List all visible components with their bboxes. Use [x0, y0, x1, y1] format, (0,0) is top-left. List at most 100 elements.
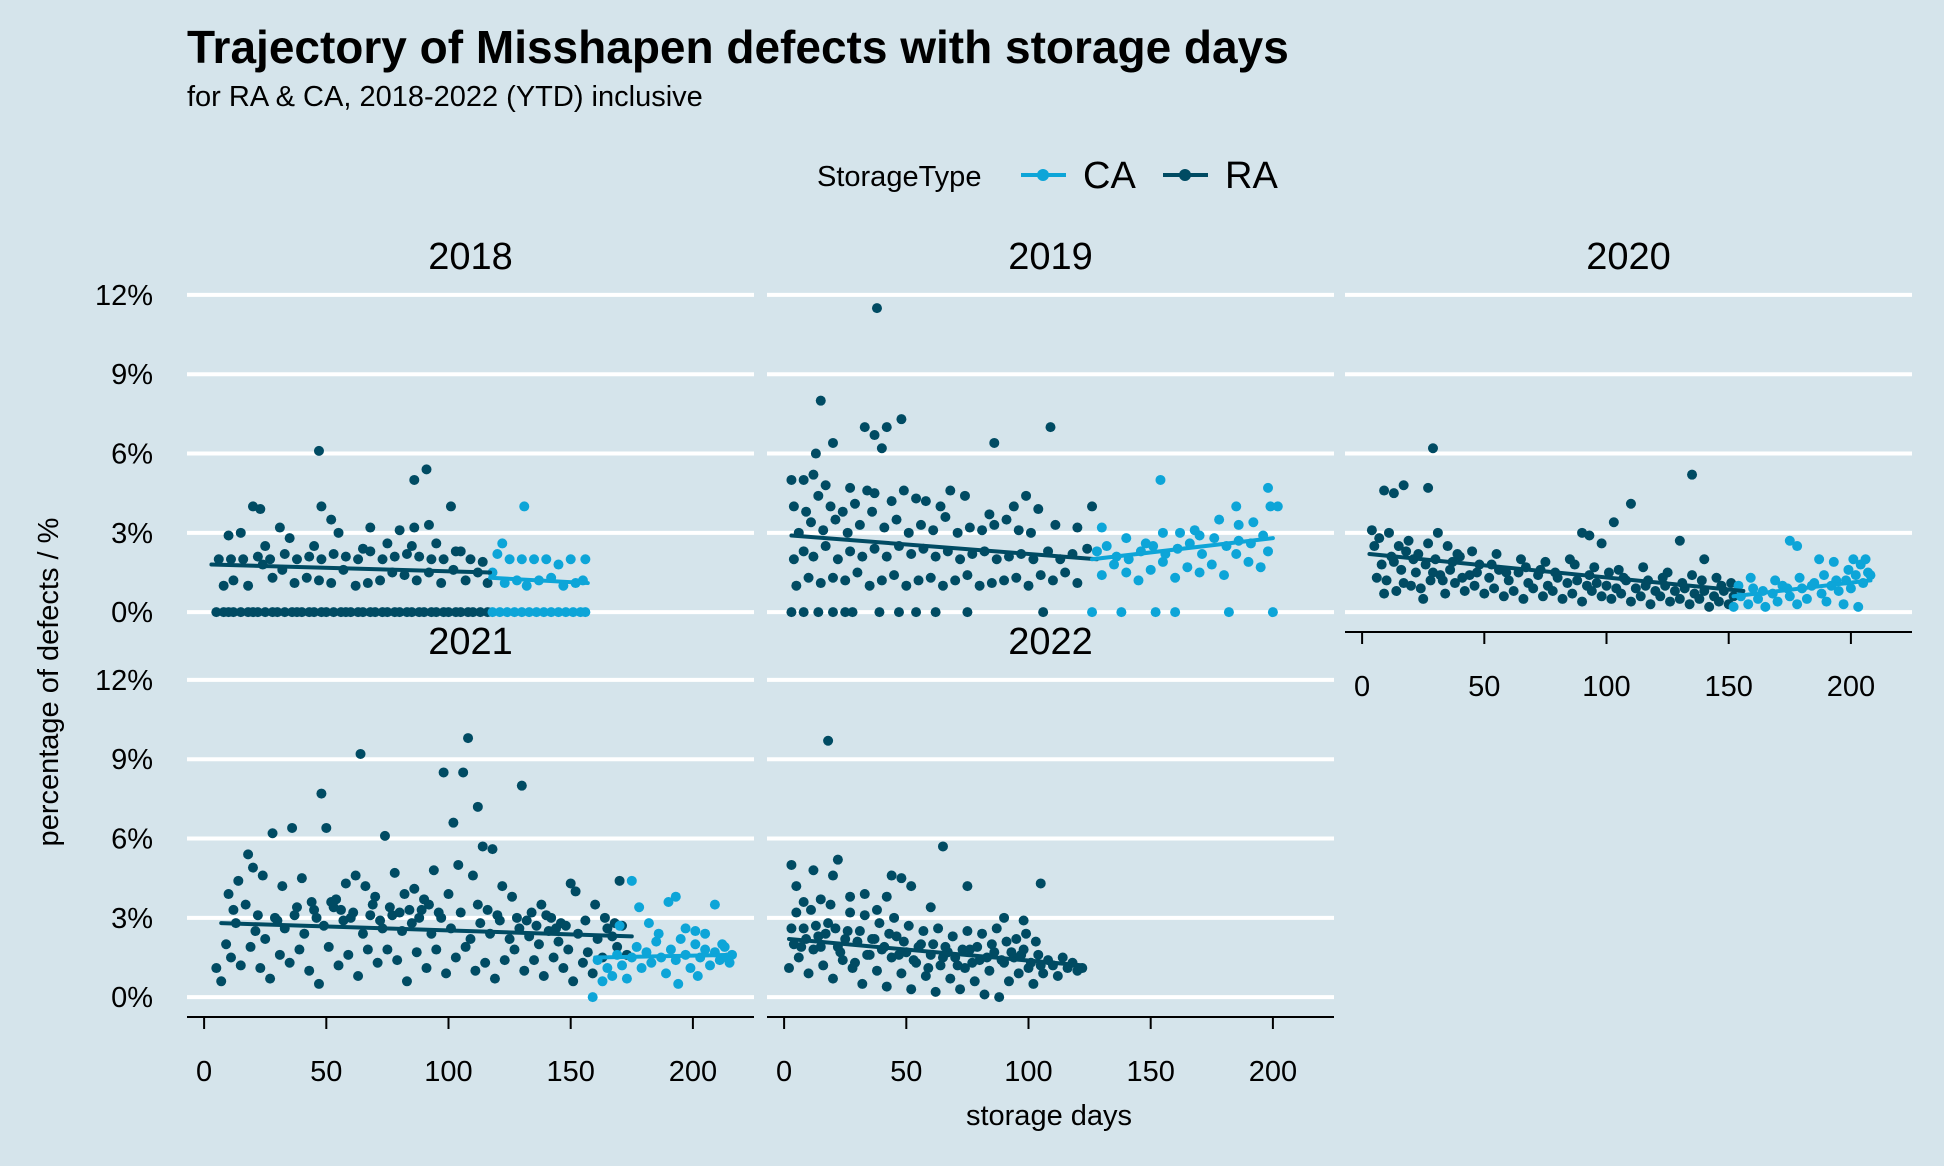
data-point — [837, 955, 848, 966]
data-point — [1388, 556, 1399, 567]
data-point — [443, 889, 454, 900]
data-point — [815, 578, 826, 589]
data-point — [1557, 593, 1568, 604]
y-tick-label: 3% — [111, 903, 153, 935]
data-point — [235, 527, 246, 538]
data-point — [1452, 548, 1463, 559]
data-point — [309, 904, 320, 915]
data-point — [455, 907, 466, 918]
data-point — [509, 944, 520, 955]
data-point — [255, 963, 266, 974]
data-point — [394, 525, 405, 536]
data-point — [614, 875, 625, 886]
data-point — [859, 889, 870, 900]
data-point — [260, 607, 271, 618]
data-point — [913, 575, 924, 586]
data-point — [857, 551, 868, 562]
series-ca-2019 — [1087, 474, 1283, 618]
data-point — [1038, 968, 1049, 979]
data-point — [646, 957, 657, 968]
data-point — [577, 957, 588, 968]
data-point — [1704, 601, 1715, 612]
data-point — [823, 918, 834, 929]
data-point — [267, 828, 278, 839]
data-point — [1515, 554, 1526, 565]
data-point — [881, 981, 892, 992]
data-point — [614, 920, 625, 931]
data-point — [560, 920, 571, 931]
data-point — [1374, 533, 1385, 544]
data-point — [908, 955, 919, 966]
data-point — [1816, 588, 1827, 599]
y-tick-label: 6% — [111, 439, 153, 471]
data-point — [1001, 514, 1012, 525]
x-tick-label: 100 — [424, 1056, 472, 1088]
data-point — [1006, 947, 1017, 958]
data-point — [969, 976, 980, 987]
data-point — [871, 904, 882, 915]
series-ra-2018 — [211, 445, 493, 618]
data-point — [1674, 535, 1685, 546]
trend-line-ca-2021 — [593, 952, 735, 960]
data-point — [1665, 596, 1676, 607]
data-point — [1381, 575, 1392, 586]
data-point — [1157, 556, 1168, 567]
x-tick-label: 0 — [776, 1056, 792, 1088]
x-tick-label: 100 — [1582, 671, 1630, 703]
data-point — [1206, 559, 1217, 570]
data-point — [1601, 580, 1612, 591]
data-point — [903, 527, 914, 538]
data-point — [394, 907, 405, 918]
data-point — [316, 554, 327, 565]
data-point — [333, 527, 344, 538]
data-point — [1396, 564, 1407, 575]
data-point — [906, 548, 917, 559]
data-point — [548, 952, 559, 963]
data-point — [1784, 535, 1795, 546]
series-ca-2020 — [1728, 535, 1876, 612]
data-point — [854, 519, 865, 530]
data-point — [840, 607, 851, 618]
data-point — [399, 889, 410, 900]
data-point — [798, 474, 809, 485]
data-point — [1853, 601, 1864, 612]
data-point — [519, 501, 530, 512]
data-point — [289, 910, 300, 921]
data-point — [445, 501, 456, 512]
data-point — [311, 912, 322, 923]
data-point — [421, 963, 432, 974]
data-point — [1087, 607, 1098, 618]
data-point — [955, 554, 966, 565]
data-point — [915, 519, 926, 530]
data-point — [1432, 527, 1443, 538]
data-point — [661, 968, 672, 979]
data-point — [587, 992, 598, 1003]
data-point — [228, 904, 239, 915]
data-point — [1427, 443, 1438, 454]
data-point — [874, 918, 885, 929]
data-point — [837, 506, 848, 517]
data-point — [284, 533, 295, 544]
data-point — [313, 575, 324, 586]
data-point — [602, 963, 613, 974]
trend-line-ra-2022 — [786, 936, 1085, 968]
data-point — [881, 422, 892, 433]
data-point — [1233, 519, 1244, 530]
data-point — [1091, 546, 1102, 557]
data-point — [313, 445, 324, 456]
data-point — [475, 607, 486, 618]
data-point — [1821, 596, 1832, 607]
data-point — [1819, 570, 1830, 581]
data-point — [994, 992, 1005, 1003]
data-point — [382, 538, 393, 549]
data-point — [243, 849, 254, 860]
data-point — [1140, 538, 1151, 549]
data-point — [937, 580, 948, 591]
data-point — [279, 548, 290, 559]
data-point — [889, 570, 900, 581]
data-point — [499, 955, 510, 966]
series-ra-2019 — [786, 303, 1098, 618]
data-point — [1197, 548, 1208, 559]
y-tick-label: 12% — [95, 665, 153, 697]
data-point — [1133, 575, 1144, 586]
